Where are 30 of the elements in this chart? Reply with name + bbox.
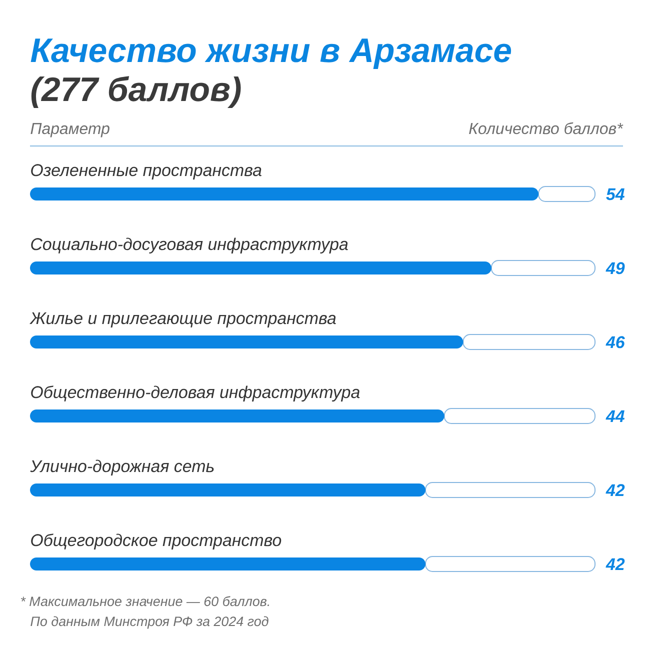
bar (444, 408, 596, 424)
bar (30, 188, 539, 200)
data-label: 54 (606, 188, 625, 200)
chart-title: Качество жизни в Арзамасе (30, 38, 512, 70)
bar (30, 410, 444, 423)
chart-subtitle: (277 баллов) (31, 76, 241, 108)
y-tick-label: Озелененные пространства (31, 164, 262, 180)
text: Количество баллов* (469, 122, 624, 134)
data-label: 49 (606, 262, 625, 274)
data-label: 42 (606, 484, 625, 496)
data-label: 46 (606, 336, 625, 348)
bar (30, 336, 464, 348)
data-label: 44 (606, 410, 625, 422)
text: По данным Минстроя РФ за 2024 год (30, 616, 268, 629)
bar (490, 260, 596, 276)
y-tick-label: Жилье и прилегающие пространства (30, 312, 336, 328)
y-tick-label: Социально-досуговая инфраструктура (31, 238, 348, 254)
bar (425, 556, 596, 572)
annotation: * Максимальное значение — 60 баллов. (20, 596, 270, 606)
bar (538, 186, 596, 202)
bar (425, 482, 596, 498)
bar (30, 558, 426, 571)
y-tick-label: Улично-дорожная сеть (30, 460, 214, 476)
bar (462, 334, 596, 350)
bar (30, 484, 426, 497)
bar (30, 262, 492, 274)
y-tick-label: Общественно-деловая инфраструктура (31, 386, 360, 402)
y-tick-label: Общегородское пространство (31, 534, 282, 550)
data-label: 42 (606, 558, 625, 570)
text: Параметр (30, 123, 110, 138)
